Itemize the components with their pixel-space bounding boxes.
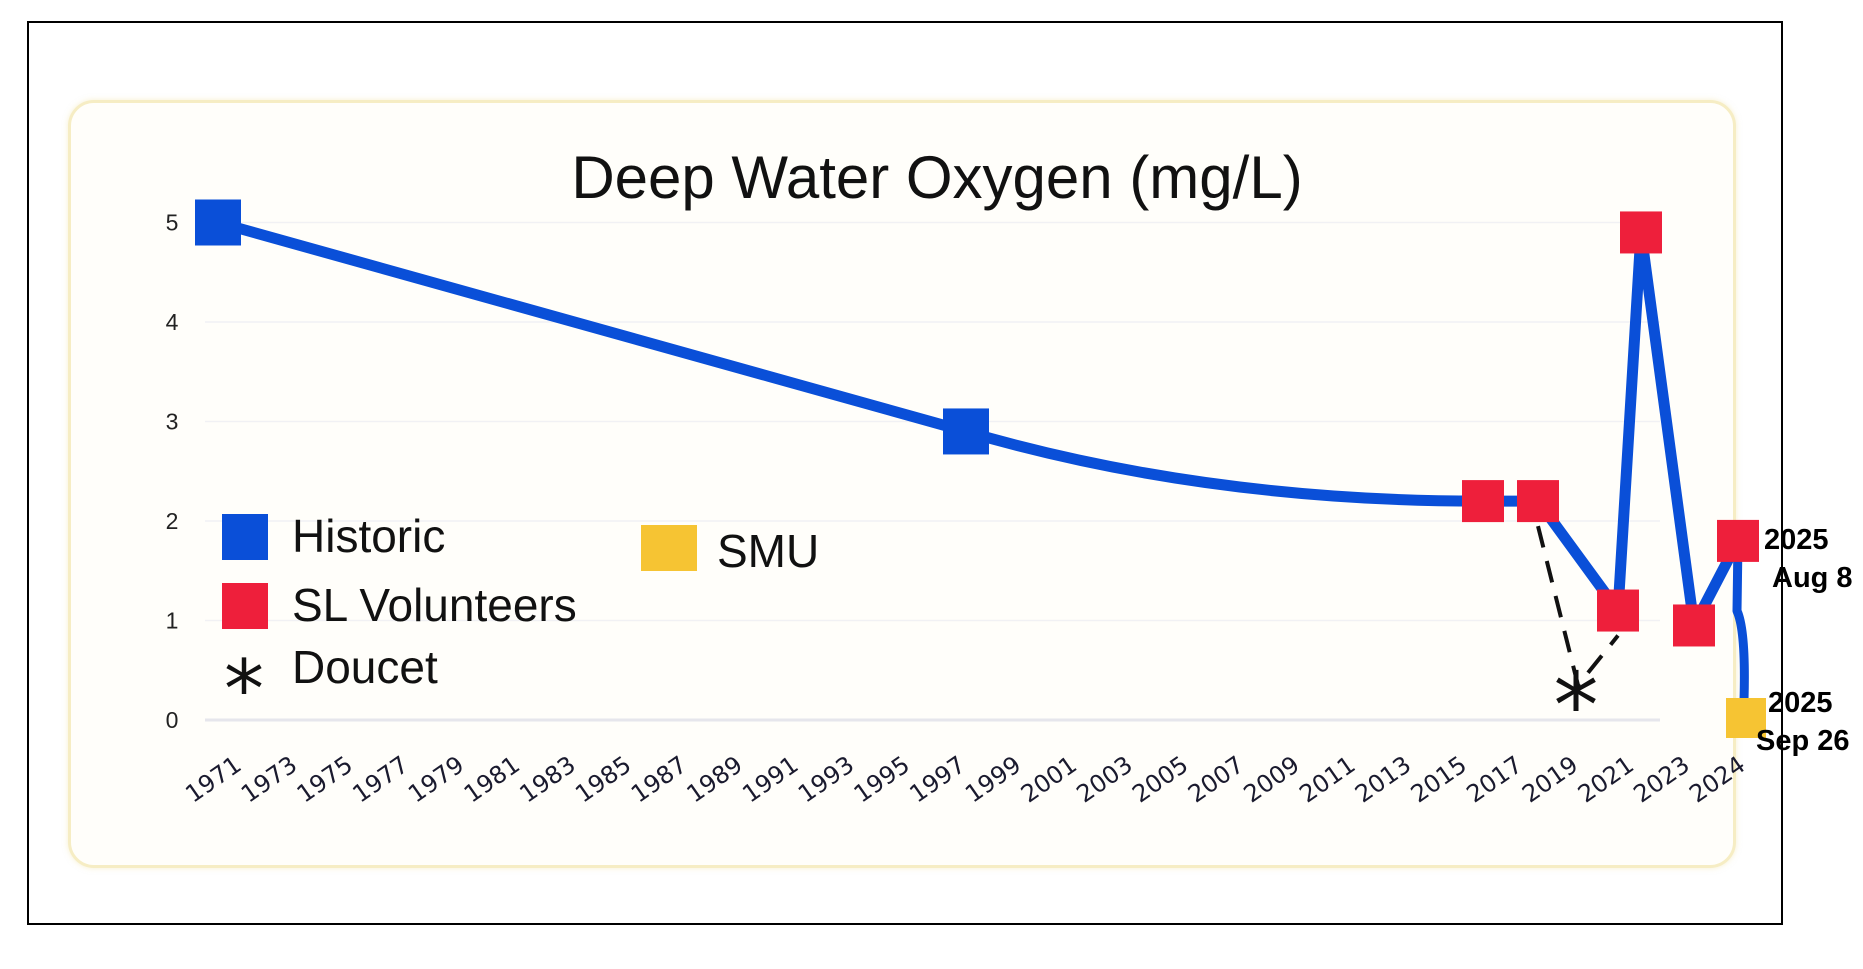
- x-tick-label: 2015: [1406, 750, 1472, 808]
- sl-volunteers-marker: [1517, 480, 1559, 523]
- x-tick-label: 1977: [347, 750, 413, 808]
- sl-volunteers-marker: [1673, 604, 1715, 647]
- smu-marker: [1726, 698, 1766, 738]
- x-tick-label: 1975: [292, 750, 358, 808]
- series-markers: *: [195, 199, 1766, 759]
- y-tick-label: 3: [166, 409, 179, 435]
- legend-label: SMU: [717, 525, 819, 577]
- chart-card: [68, 100, 1736, 868]
- legend: Historic SL Volunteers * Doucet SMU: [222, 510, 819, 736]
- legend-swatch: [222, 514, 268, 560]
- x-axis-ticks: 1971197319751977197919811983198519871989…: [180, 750, 1750, 808]
- x-tick-label: 1995: [849, 750, 915, 808]
- x-tick-label: 1987: [626, 750, 692, 808]
- x-tick-label: 2013: [1350, 750, 1416, 808]
- annotation-year: 2025: [1764, 524, 1829, 556]
- sl-volunteers-marker: [1462, 480, 1504, 523]
- y-tick-label: 5: [166, 210, 179, 236]
- chart-title: Deep Water Oxygen (mg/L): [571, 144, 1302, 211]
- x-tick-label: 1983: [515, 750, 581, 808]
- x-tick-label: 1973: [236, 750, 302, 808]
- annotation-year: 2025: [1768, 687, 1833, 719]
- x-tick-label: 2005: [1127, 750, 1193, 808]
- legend-swatch: [641, 525, 697, 571]
- x-tick-label: 1993: [793, 750, 859, 808]
- y-tick-label: 4: [166, 309, 179, 335]
- annotation-date: Aug 8: [1772, 562, 1853, 594]
- legend-swatch: [222, 583, 268, 629]
- x-tick-label: 1985: [570, 750, 636, 808]
- historic-marker: [195, 199, 241, 246]
- sl-volunteers-marker: [1620, 211, 1662, 254]
- y-tick-label: 2: [166, 508, 179, 534]
- series-line-historic: [212, 217, 1489, 507]
- sl-volunteers-marker: [1597, 589, 1639, 632]
- annotation-date: Sep 26: [1756, 725, 1850, 757]
- annotations: 2025 Aug 8 2025 Sep 26: [1756, 524, 1853, 757]
- gridlines: [205, 221, 1660, 722]
- y-axis-ticks: 0 1 2 3 4 5: [166, 210, 179, 734]
- x-tick-label: 2003: [1072, 750, 1138, 808]
- doucet-dashed-line: [1536, 525, 1620, 690]
- series-line-smu: [1732, 536, 1749, 705]
- x-tick-label: 2017: [1461, 750, 1527, 808]
- x-tick-label: 2023: [1629, 750, 1695, 808]
- x-tick-label: 1991: [737, 750, 803, 808]
- legend-label: Doucet: [292, 641, 438, 693]
- historic-marker: [943, 408, 989, 455]
- x-tick-label: 1999: [960, 750, 1026, 808]
- x-tick-label: 2011: [1294, 750, 1360, 808]
- x-tick-label: 2007: [1183, 750, 1249, 808]
- x-tick-label: 1981: [459, 750, 525, 808]
- legend-asterisk: *: [224, 643, 264, 736]
- y-tick-label: 1: [166, 608, 179, 634]
- series-line-sl-volunteers: [1477, 226, 1744, 631]
- x-tick-label: 1971: [180, 750, 246, 808]
- x-tick-label: 1979: [403, 750, 469, 808]
- x-tick-label: 1997: [904, 750, 970, 808]
- legend-label: SL Volunteers: [292, 579, 577, 631]
- x-tick-label: 2024: [1684, 750, 1750, 808]
- x-tick-label: 2009: [1239, 750, 1305, 808]
- y-tick-label: 0: [166, 707, 179, 733]
- x-tick-label: 2001: [1016, 750, 1082, 808]
- legend-label: Historic: [292, 510, 445, 562]
- sl-volunteers-marker: [1717, 519, 1759, 562]
- x-tick-label: 1989: [682, 750, 748, 808]
- doucet-marker: *: [1554, 654, 1599, 759]
